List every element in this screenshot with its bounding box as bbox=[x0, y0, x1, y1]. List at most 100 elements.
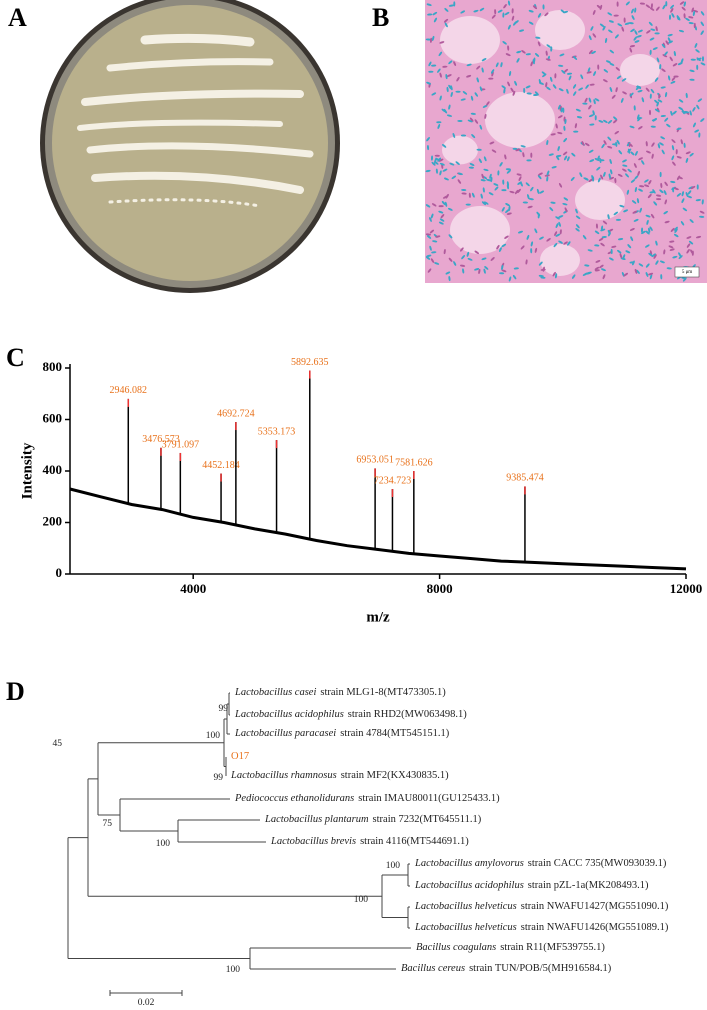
bacterium bbox=[494, 9, 497, 15]
bacterium bbox=[525, 259, 528, 265]
bacterium bbox=[439, 41, 445, 44]
bacterium bbox=[612, 143, 618, 146]
scale-label: 0.02 bbox=[138, 998, 155, 1008]
bacterium bbox=[689, 78, 695, 81]
bacterium bbox=[502, 41, 507, 45]
bacterium bbox=[534, 91, 539, 96]
bacterium bbox=[652, 189, 656, 194]
bacterium bbox=[609, 87, 613, 92]
bacterium bbox=[649, 49, 652, 55]
bacterium bbox=[631, 15, 635, 20]
bacterium bbox=[645, 141, 648, 147]
bacterium bbox=[450, 91, 453, 97]
bacterium bbox=[555, 223, 559, 229]
bacterium bbox=[449, 162, 455, 166]
bacterium bbox=[468, 192, 471, 198]
bacterium bbox=[669, 56, 673, 62]
bacterium bbox=[505, 209, 510, 213]
bacterium bbox=[535, 36, 541, 39]
y-tick-label: 600 bbox=[43, 410, 63, 425]
bacterium bbox=[594, 266, 600, 271]
bacterium bbox=[696, 184, 699, 190]
bacterium bbox=[690, 249, 694, 255]
bacterium bbox=[444, 7, 449, 12]
bacterium bbox=[624, 22, 630, 25]
bacterium bbox=[538, 172, 543, 176]
bacterium bbox=[676, 15, 680, 21]
bacterium bbox=[672, 255, 678, 259]
bacterium bbox=[537, 174, 542, 180]
bacterium bbox=[537, 41, 541, 47]
bacterium bbox=[478, 268, 481, 274]
bacterium bbox=[545, 58, 551, 61]
strain: strain pZL-1a(MK208493.1) bbox=[528, 880, 649, 891]
bacterium bbox=[554, 73, 557, 79]
bacterium bbox=[683, 13, 686, 19]
bacterium bbox=[527, 194, 530, 200]
bacterium bbox=[581, 140, 585, 146]
bacterium bbox=[573, 130, 579, 133]
bacterium bbox=[600, 242, 605, 247]
bacterium bbox=[584, 97, 588, 103]
bacterium bbox=[520, 145, 526, 148]
bacterium bbox=[634, 150, 638, 156]
bacterium bbox=[639, 207, 642, 213]
bacterium bbox=[461, 255, 465, 260]
bacterium bbox=[508, 276, 512, 282]
bacterium bbox=[501, 243, 507, 248]
bacterium bbox=[639, 2, 646, 5]
bacterium bbox=[469, 117, 474, 122]
bacterium bbox=[650, 88, 655, 94]
strain: strain 4116(MT544691.1) bbox=[360, 836, 469, 847]
bacterium bbox=[539, 236, 544, 240]
bacterium bbox=[522, 201, 528, 204]
bacterium bbox=[672, 63, 678, 67]
bacterium bbox=[611, 94, 616, 99]
bacterium bbox=[608, 20, 614, 23]
y-tick-label: 200 bbox=[43, 513, 63, 528]
bacterium bbox=[502, 12, 505, 18]
bacterium bbox=[644, 179, 649, 183]
leaf-label: Lactobacillus plantarum strain 7232(MT645… bbox=[264, 814, 482, 825]
bacterium bbox=[488, 77, 494, 80]
bacterium bbox=[514, 80, 517, 86]
bacterium bbox=[596, 4, 602, 9]
bacterium bbox=[479, 124, 483, 130]
phylogenetic-tree: Lactobacillus casei strain MLG1-8(MT47330… bbox=[53, 687, 669, 1008]
bacterium bbox=[514, 20, 519, 24]
bacterium bbox=[629, 47, 633, 53]
bootstrap-value: 100 bbox=[386, 861, 401, 871]
panel-label: B bbox=[372, 3, 389, 32]
bacterium bbox=[539, 82, 544, 85]
bacterium bbox=[526, 234, 530, 240]
bacterium bbox=[480, 179, 486, 182]
bacterium bbox=[426, 81, 431, 85]
bacterium bbox=[546, 238, 551, 242]
bacterium bbox=[497, 170, 500, 176]
bacterium bbox=[677, 176, 683, 180]
bacterium bbox=[545, 50, 548, 56]
bacterium bbox=[646, 30, 651, 34]
bacterium bbox=[630, 179, 636, 183]
bacterium bbox=[536, 188, 540, 194]
bacterium bbox=[617, 249, 622, 254]
bacterium bbox=[654, 108, 660, 113]
bacterium bbox=[623, 17, 626, 23]
bacterium bbox=[650, 125, 656, 128]
bacterium bbox=[499, 272, 505, 275]
bacterium bbox=[600, 228, 606, 232]
strain: strain NWAFU1426(MG551089.1) bbox=[521, 922, 669, 933]
bacterium bbox=[599, 157, 602, 164]
bacterium bbox=[440, 214, 445, 219]
bacterium bbox=[608, 173, 611, 179]
bacterium bbox=[588, 149, 594, 153]
bacterium bbox=[530, 61, 533, 67]
bacterium bbox=[629, 228, 635, 231]
bacterium bbox=[557, 146, 560, 152]
bacterium bbox=[657, 143, 661, 149]
bacterium bbox=[481, 173, 485, 179]
species: Lactobacillus acidophilus bbox=[234, 709, 344, 720]
bacterium bbox=[690, 185, 696, 190]
bacterium bbox=[439, 72, 442, 78]
bacterium bbox=[576, 224, 580, 229]
